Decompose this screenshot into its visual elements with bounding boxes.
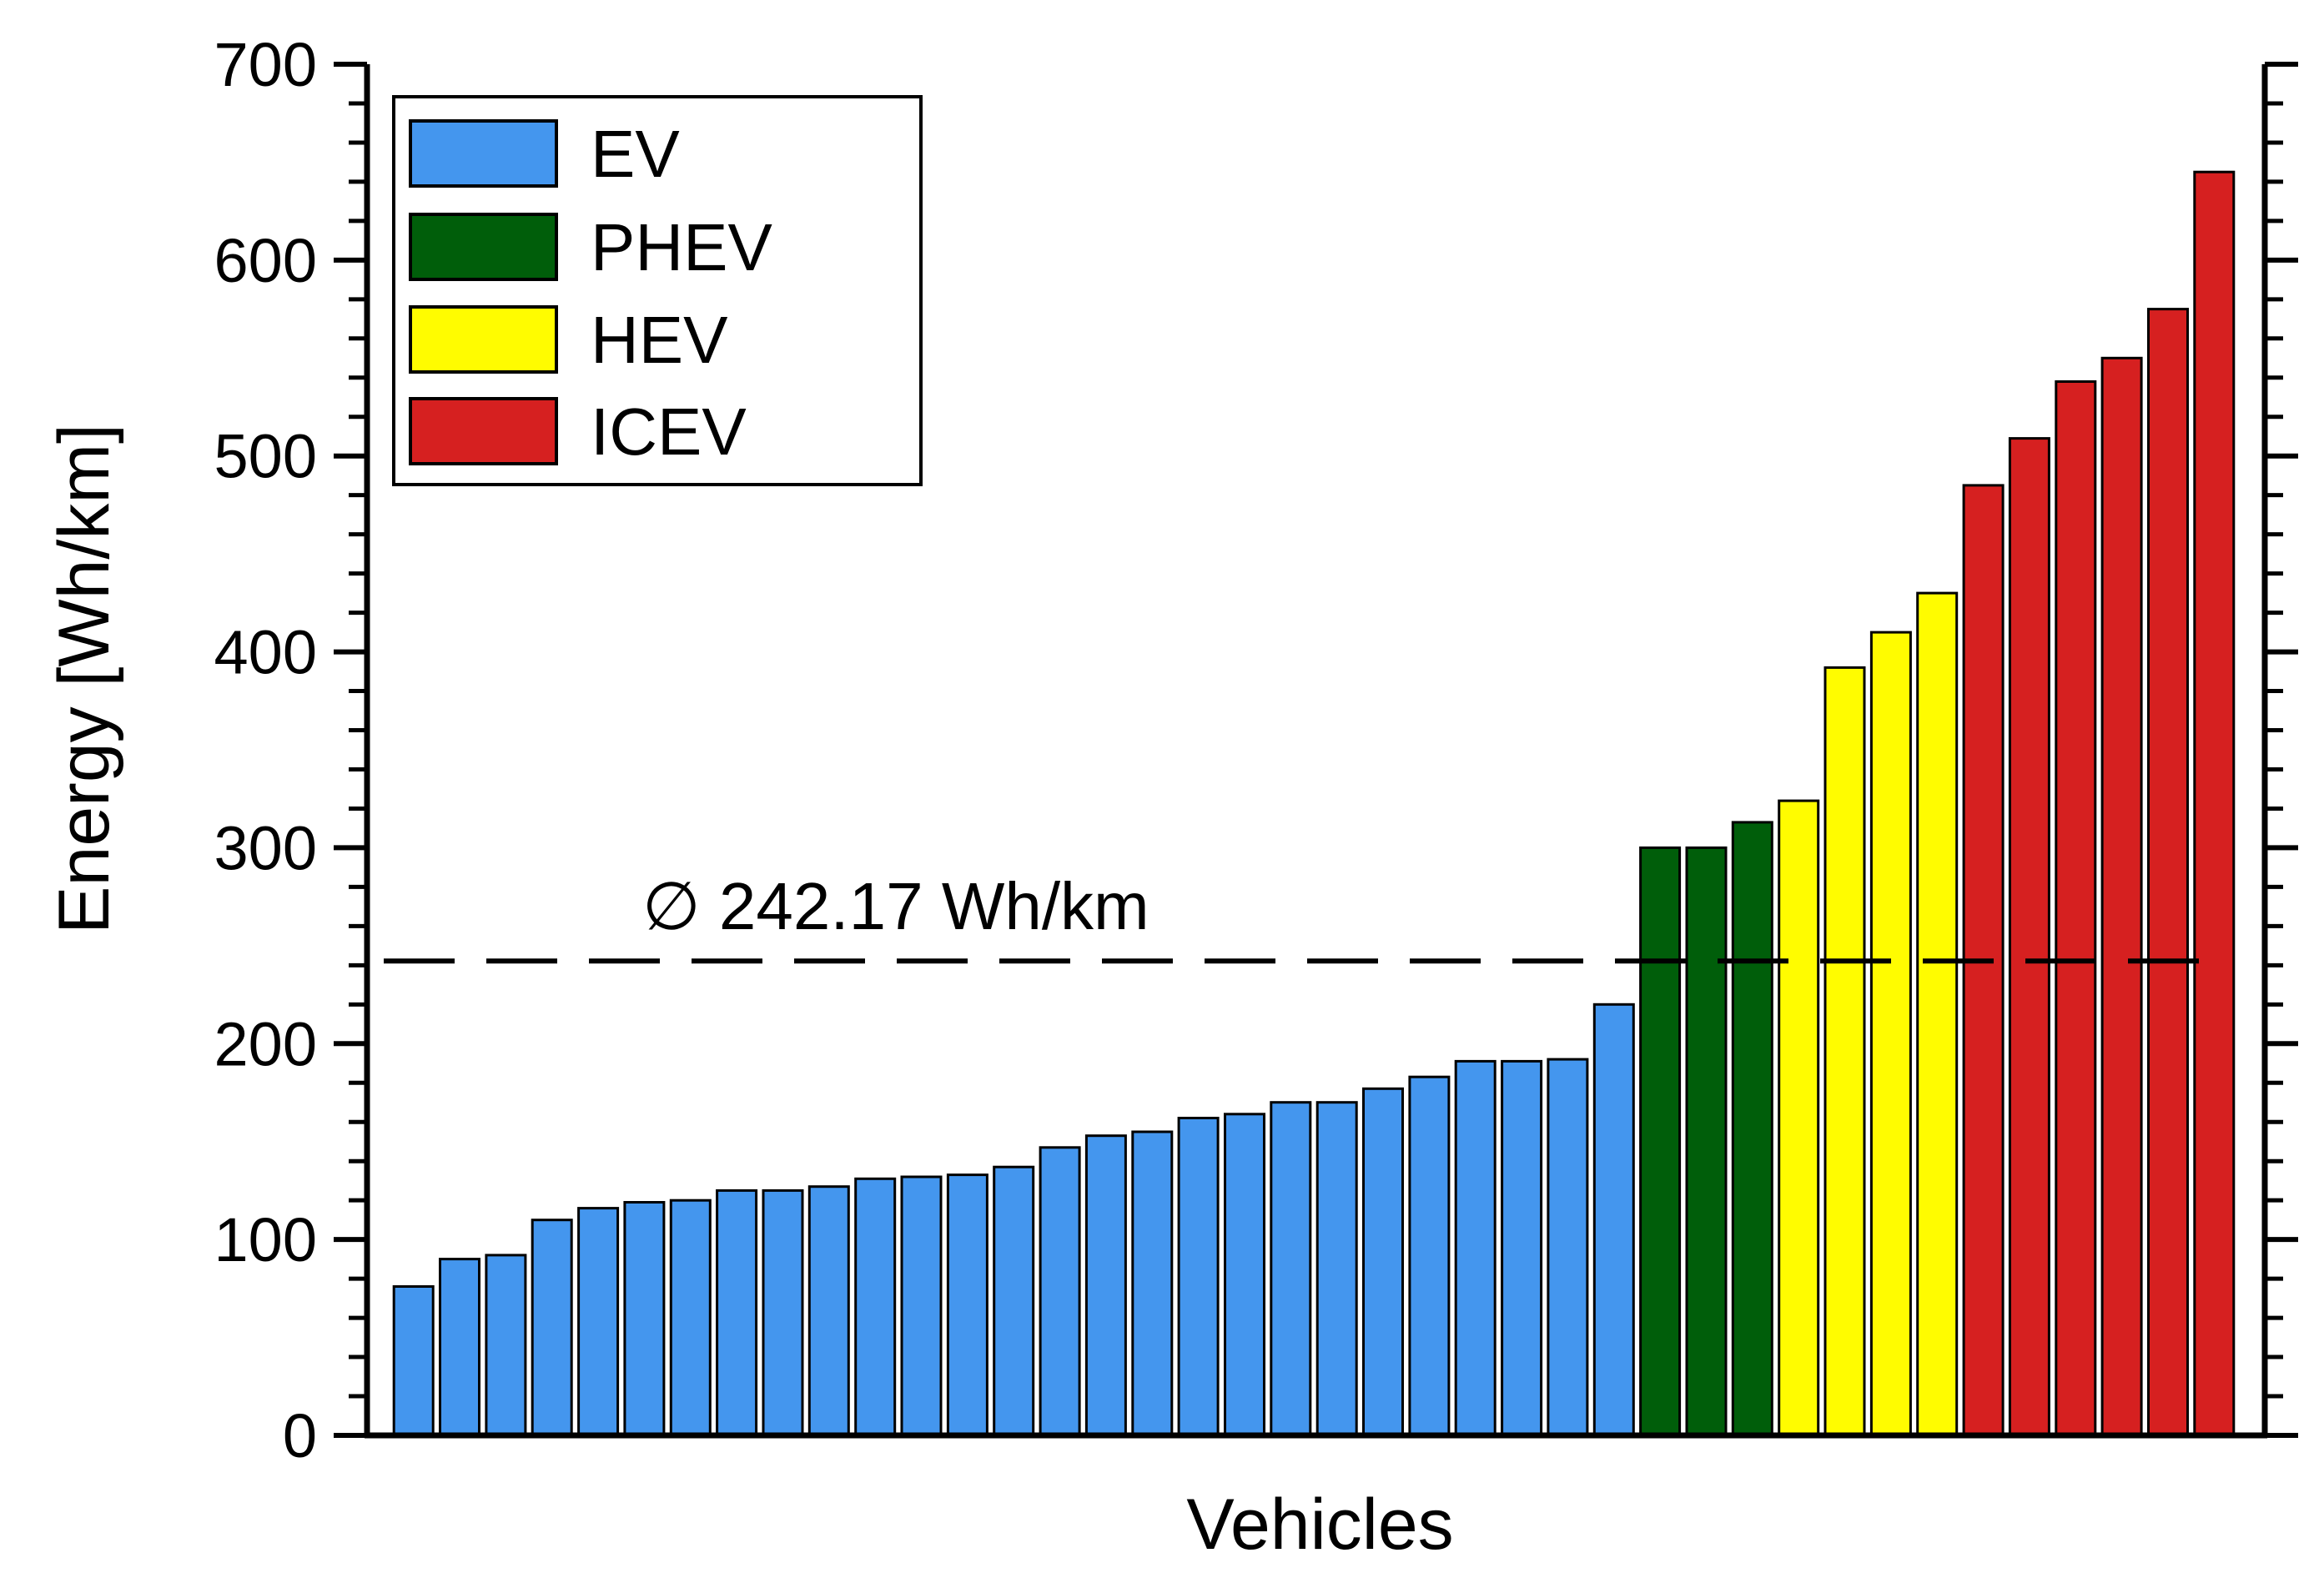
legend-swatch-icev: [409, 397, 558, 465]
bar-ev-12: [900, 1175, 943, 1437]
y-tick-label-400: 400: [214, 618, 317, 687]
bar-icev-40: [2193, 170, 2236, 1437]
bar-ev-9: [762, 1189, 804, 1437]
bar-ev-2: [439, 1258, 480, 1437]
bar-ev-4: [531, 1219, 573, 1437]
bar-icev-38: [2100, 356, 2143, 1437]
bar-ev-23: [1408, 1075, 1451, 1437]
bar-ev-22: [1362, 1087, 1404, 1437]
bar-phev-30: [1731, 821, 1773, 1437]
bar-ev-14: [993, 1165, 1035, 1437]
bar-ev-6: [623, 1201, 666, 1437]
bar-hev-32: [1823, 666, 1866, 1437]
bar-ev-11: [854, 1177, 897, 1437]
bar-ev-25: [1501, 1059, 1543, 1437]
bar-ev-15: [1039, 1146, 1081, 1437]
bar-ev-18: [1177, 1117, 1220, 1437]
y-tick-label-200: 200: [214, 1009, 317, 1078]
x-axis-title: Vehicles: [1186, 1485, 1453, 1565]
bar-ev-26: [1547, 1058, 1589, 1437]
y-tick-label-500: 500: [214, 422, 317, 491]
bar-icev-37: [2055, 380, 2097, 1437]
bar-ev-20: [1270, 1101, 1312, 1437]
bar-ev-24: [1454, 1059, 1497, 1437]
y-axis-title: Energy [Wh/km]: [44, 424, 124, 934]
y-tick-labels: 0 100 200 300 400 500 600 700: [214, 30, 317, 1470]
bar-icev-36: [2008, 437, 2050, 1437]
legend-label-hev: HEV: [591, 303, 728, 377]
bar-ev-21: [1315, 1101, 1358, 1437]
y-tick-label-700: 700: [214, 30, 317, 99]
y-tick-label-100: 100: [214, 1205, 317, 1274]
y-tick-label-300: 300: [214, 813, 317, 882]
bar-ev-17: [1131, 1130, 1174, 1437]
axes-group: [334, 62, 2298, 1439]
bar-ev-13: [946, 1173, 988, 1437]
bar-hev-34: [1916, 591, 1959, 1437]
bar-ev-7: [669, 1199, 712, 1437]
mean-line-label: ∅ 242.17 Wh/km: [642, 869, 1149, 943]
bar-icev-39: [2147, 308, 2189, 1437]
y-tick-label-0: 0: [283, 1401, 317, 1470]
bar-ev-19: [1224, 1113, 1265, 1437]
legend: EV PHEV HEV ICEV: [392, 95, 923, 486]
legend-swatch-ev: [409, 119, 558, 188]
bar-ev-1: [392, 1285, 435, 1437]
bar-phev-29: [1685, 846, 1728, 1437]
legend-label-ev: EV: [591, 117, 680, 191]
bar-phev-28: [1639, 846, 1682, 1437]
legend-swatch-hev: [409, 305, 558, 374]
y-tick-label-600: 600: [214, 226, 317, 295]
bar-ev-16: [1084, 1134, 1127, 1437]
bars-group: [392, 170, 2236, 1437]
bar-hev-33: [1869, 631, 1912, 1437]
bar-ev-10: [807, 1185, 850, 1437]
bar-hev-31: [1778, 799, 1820, 1437]
legend-label-phev: PHEV: [591, 210, 772, 284]
bar-ev-5: [577, 1207, 620, 1437]
legend-label-icev: ICEV: [591, 394, 747, 469]
bar-ev-3: [485, 1254, 527, 1437]
bar-ev-8: [716, 1189, 758, 1437]
bar-ev-27: [1592, 1003, 1635, 1437]
legend-swatch-phev: [409, 213, 558, 281]
